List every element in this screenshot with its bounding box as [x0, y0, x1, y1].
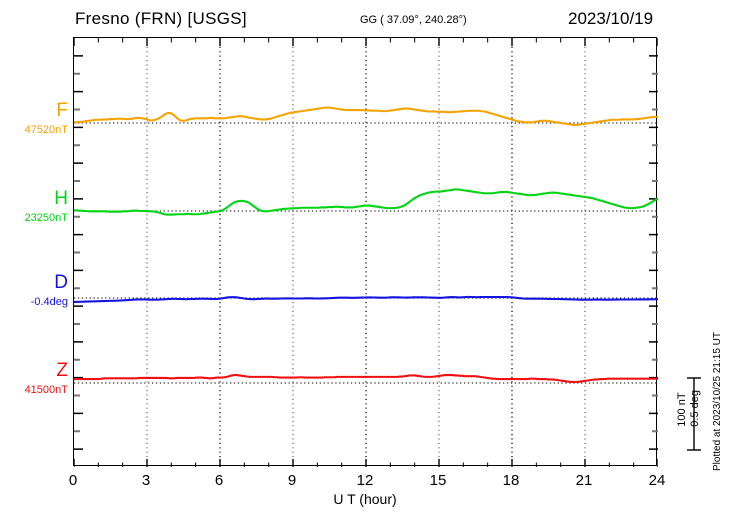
trace-H [74, 188, 658, 216]
observation-date: 2023/10/19 [568, 9, 654, 28]
component-baseline-D: -0.4deg [30, 296, 68, 308]
magnetogram-traces-svg [74, 38, 658, 467]
trace-F [74, 106, 658, 126]
trace-Z [74, 374, 658, 383]
x-tick-label-3: 3 [141, 472, 151, 489]
component-label-Z: Z [56, 360, 68, 381]
trace-D [74, 295, 658, 304]
x-tick-label-24: 24 [648, 472, 666, 489]
component-baseline-Z: 41500nT [24, 384, 68, 396]
component-label-H: H [54, 188, 68, 209]
scale-bar-line1: 100 nT [676, 392, 688, 427]
component-baseline-F: 47520nT [24, 124, 68, 136]
magnetogram-plot-area [73, 37, 658, 467]
x-tick-label-0: 0 [68, 472, 78, 489]
x-tick-label-18: 18 [502, 472, 520, 489]
geographic-coordinates: GG ( 37.09°, 240.28°) [360, 14, 467, 26]
x-tick-label-15: 15 [429, 472, 447, 489]
x-tick-label-21: 21 [575, 472, 593, 489]
x-tick-label-9: 9 [287, 472, 297, 489]
x-axis-title: U T (hour) [333, 491, 397, 507]
amplitude-scale-bar [687, 377, 701, 451]
station-title: Fresno (FRN) [USGS] [75, 9, 247, 28]
component-label-D: D [54, 272, 68, 293]
scale-bar-line2: 0.5 deg [689, 390, 701, 427]
x-tick-label-6: 6 [214, 472, 224, 489]
x-tick-label-12: 12 [356, 472, 374, 489]
plotted-timestamp: Plotted at 2023/10/25 21:15 UT [712, 332, 723, 471]
component-label-F: F [56, 100, 68, 121]
scale-bar-label: 100 nT 0.5 deg [676, 390, 702, 427]
component-baseline-H: 23250nT [24, 212, 68, 224]
